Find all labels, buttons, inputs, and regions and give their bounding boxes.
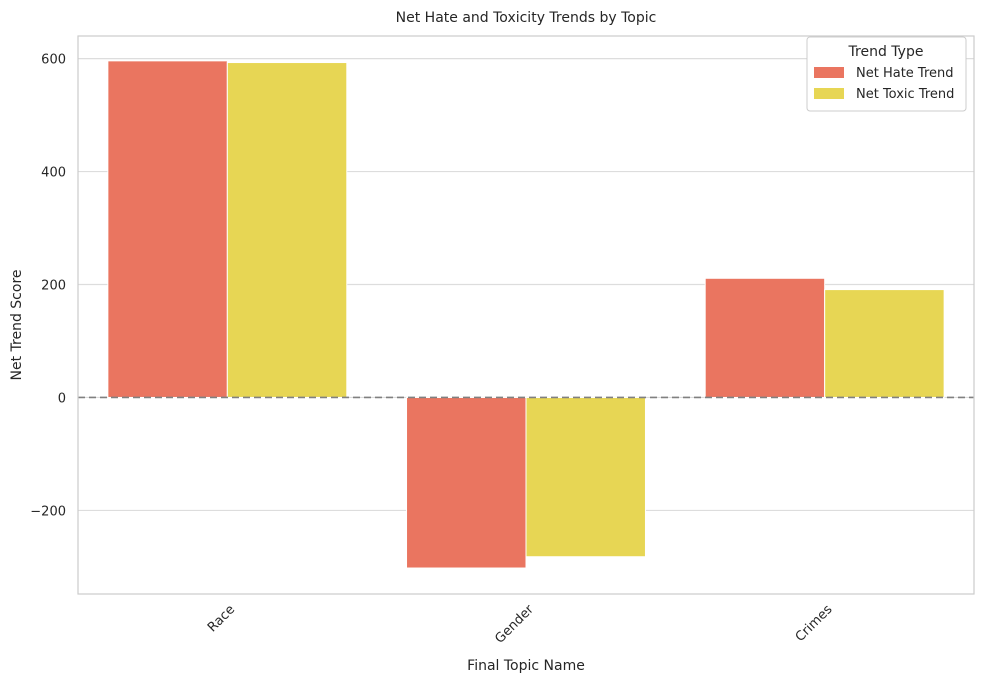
y-tick-labels: 600 400 200 0 −200	[30, 53, 66, 520]
legend-label: Net Toxic Trend	[856, 87, 954, 102]
bars	[107, 60, 945, 569]
plot-frame	[77, 35, 975, 595]
legend: Trend Type Net Hate Trend Net Toxic Trend	[806, 36, 967, 112]
y-axis-label: Net Trend Score	[9, 269, 25, 380]
legend-swatch	[814, 88, 844, 99]
legend-entries: Net Hate Trend Net Toxic Trend	[814, 66, 954, 102]
chart-title: Net Hate and Toxicity Trends by Topic	[396, 10, 657, 26]
bar-crimes-hate	[704, 277, 826, 398]
bar-crimes-toxic	[824, 289, 945, 398]
bar-gender-hate	[406, 396, 527, 569]
legend-title: Trend Type	[848, 44, 924, 60]
y-tick-label: 0	[58, 391, 66, 406]
bar-race-toxic	[226, 62, 348, 398]
x-tick-labels: Race Gender Crimes	[205, 602, 836, 647]
y-tick-label: 400	[41, 166, 66, 181]
x-tick-label-gender: Gender	[492, 602, 537, 647]
x-tick-label-race: Race	[205, 602, 238, 635]
x-tick-label-crimes: Crimes	[793, 602, 836, 645]
legend-box	[806, 36, 967, 112]
legend-label: Net Hate Trend	[856, 66, 954, 81]
y-tick-label: 200	[41, 279, 66, 294]
y-tick-label: 600	[41, 53, 66, 68]
bar-race-hate	[107, 60, 228, 398]
x-axis-label: Final Topic Name	[467, 658, 585, 674]
y-tick-label: −200	[30, 504, 66, 519]
legend-swatch	[814, 67, 844, 78]
bar-gender-toxic	[525, 396, 646, 558]
